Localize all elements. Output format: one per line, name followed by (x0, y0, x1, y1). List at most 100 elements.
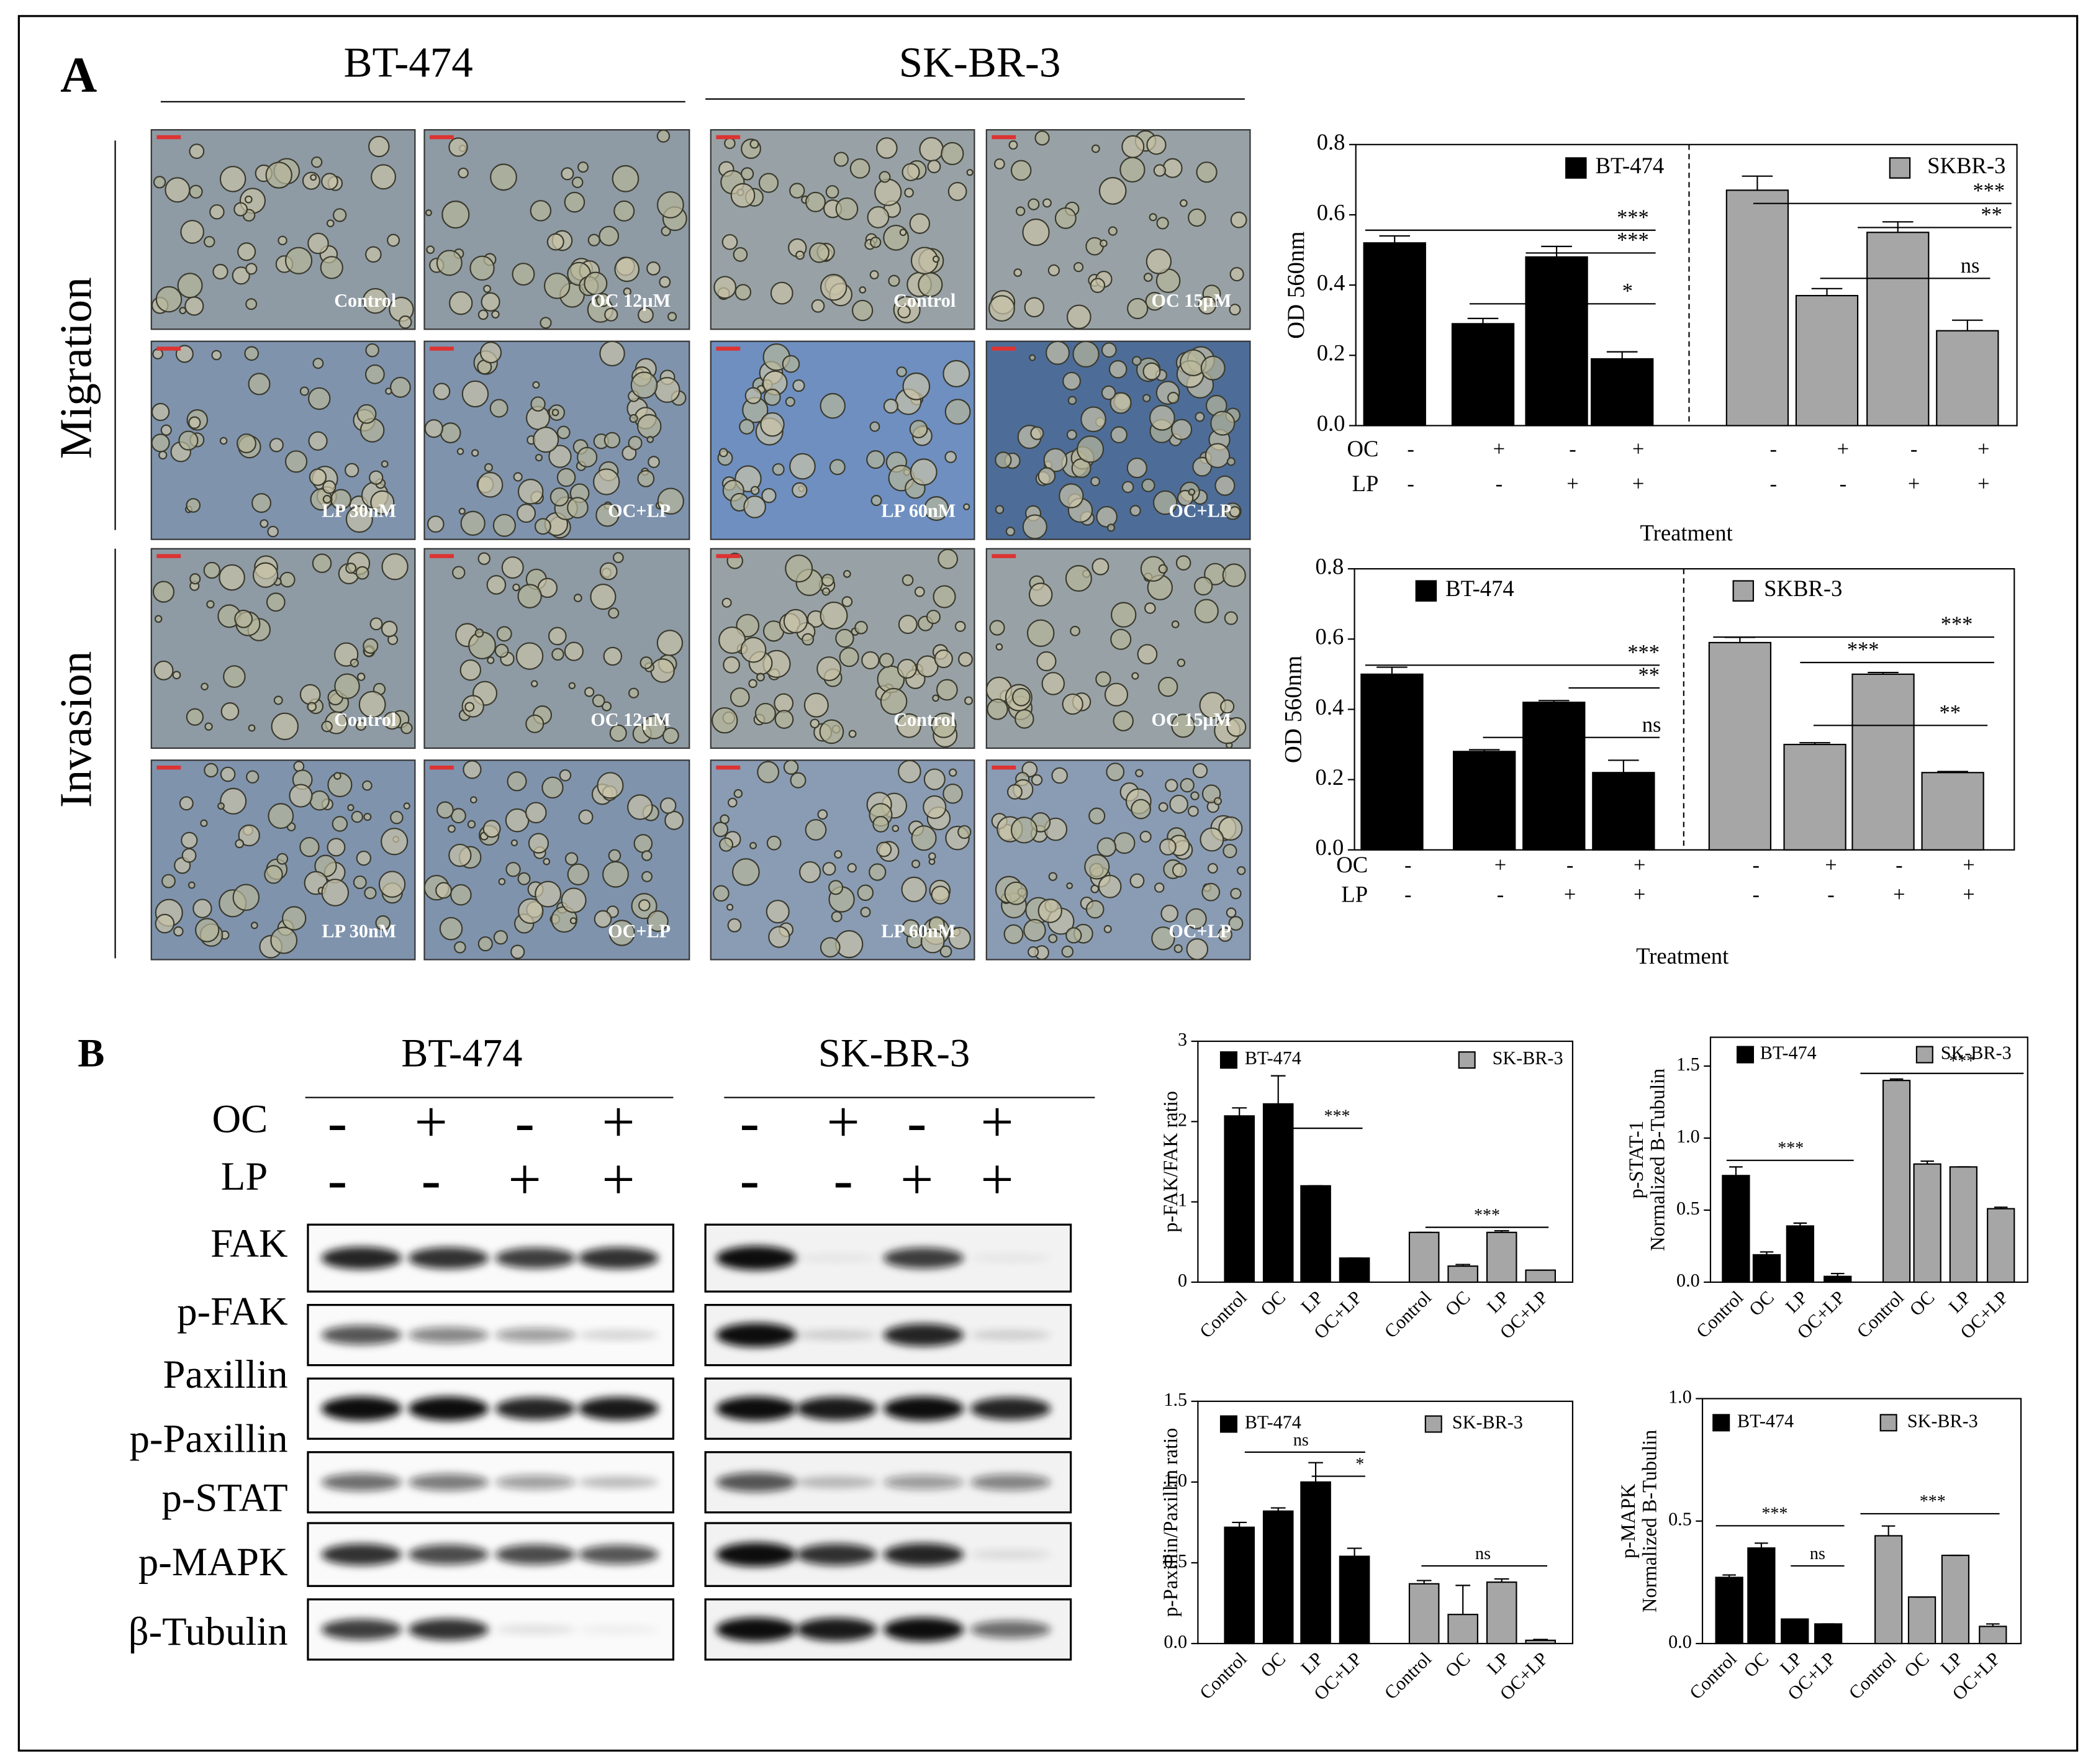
cell (567, 863, 589, 885)
cell (312, 358, 324, 369)
treatment-sign: - (1566, 854, 1573, 877)
cell (1051, 767, 1068, 784)
cell (928, 852, 936, 861)
cell (540, 317, 552, 329)
cell (1186, 938, 1209, 961)
scale-bar (716, 554, 741, 558)
treatment-sign: + (826, 1089, 859, 1155)
cell (1160, 904, 1179, 923)
legend-swatch (1219, 1415, 1237, 1433)
cell (363, 813, 372, 821)
cell (923, 795, 947, 819)
cell (578, 809, 594, 825)
cell (1084, 854, 1110, 880)
cell (487, 656, 495, 664)
y-tick-label: 0.8 (1317, 129, 1345, 155)
cell (944, 399, 971, 425)
cell (772, 463, 785, 476)
significance-label: ns (1293, 1431, 1309, 1450)
cell (1137, 644, 1158, 665)
treatment-sign: - (515, 1089, 535, 1155)
cell (1015, 206, 1026, 216)
cell (648, 456, 660, 468)
cell (721, 597, 732, 608)
cell (599, 562, 618, 581)
blot-band (578, 1545, 659, 1565)
cell (459, 659, 482, 681)
cell (1108, 360, 1128, 379)
cell (820, 937, 841, 958)
cell (995, 643, 1003, 651)
bar (1525, 1269, 1556, 1283)
cell (333, 772, 341, 780)
cell (439, 916, 463, 941)
bar (1941, 1554, 1970, 1645)
treatment-sign: + (415, 1089, 448, 1155)
cell (948, 926, 971, 950)
cell (548, 626, 567, 646)
cell (723, 656, 740, 674)
cell (532, 381, 540, 389)
treatment-sign: - (1896, 854, 1902, 877)
y-tick-label: 0.0 (1316, 835, 1344, 860)
significance-label: ns (1810, 1544, 1825, 1563)
cell (876, 841, 892, 857)
cell (1149, 213, 1157, 222)
blot-band (495, 1475, 576, 1490)
scale-bar (156, 346, 181, 351)
cell (1213, 797, 1223, 805)
cell (734, 284, 752, 301)
cell (1004, 881, 1028, 905)
y-tick-label: 1.0 (1676, 1126, 1700, 1147)
cell (927, 160, 941, 174)
cell (897, 713, 921, 738)
plot-frame (1197, 1040, 1574, 1283)
treatment-sign: - (1770, 472, 1777, 495)
cell (1065, 564, 1092, 592)
legend-swatch (1879, 1414, 1897, 1432)
cell (942, 783, 963, 804)
cell (153, 660, 174, 681)
cell (567, 497, 589, 518)
cell (299, 386, 309, 396)
cell (761, 487, 777, 504)
cell (592, 694, 605, 708)
cell (345, 505, 373, 533)
cell (659, 797, 677, 814)
cell (477, 936, 493, 952)
cell (188, 881, 196, 889)
cell (1067, 396, 1077, 405)
cell (641, 871, 653, 882)
significance-label: *** (1941, 613, 1973, 636)
cell (1158, 802, 1168, 812)
cell (369, 617, 383, 631)
x-tick-label: LP (1297, 1648, 1327, 1678)
cell (1149, 405, 1175, 431)
cell (642, 715, 666, 740)
cell (426, 245, 435, 255)
cell (477, 552, 490, 565)
cell (911, 859, 921, 869)
cell (995, 451, 1012, 469)
x-tick-label: OC (1257, 1648, 1290, 1681)
cell (543, 857, 551, 866)
cell (528, 833, 549, 854)
cell (847, 862, 857, 873)
cell (866, 450, 885, 469)
cell-line-title: SK-BR-3 (899, 39, 1061, 86)
assay-label: Invasion (50, 651, 101, 808)
cell (467, 820, 476, 829)
cell (637, 469, 655, 487)
cell (530, 680, 538, 687)
micrograph-label: OC+LP (1168, 920, 1231, 941)
x-tick-label: LP (1483, 1648, 1513, 1678)
cell (433, 382, 451, 400)
legend-label: SK-BR-3 (1452, 1411, 1523, 1432)
cell (245, 263, 258, 275)
cell (1142, 394, 1151, 402)
cell (1106, 762, 1125, 782)
blot-band (321, 1396, 402, 1421)
significance-label: *** (1778, 1139, 1804, 1158)
cell (381, 620, 398, 638)
cell (155, 286, 183, 313)
